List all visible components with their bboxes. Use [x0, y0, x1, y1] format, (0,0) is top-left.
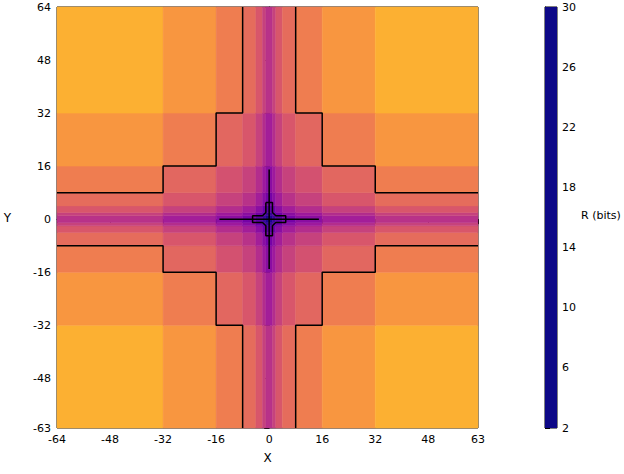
svg-text:-64: -64: [48, 433, 66, 446]
svg-text:0: 0: [44, 213, 51, 226]
svg-text:Y: Y: [3, 211, 12, 225]
svg-text:-32: -32: [33, 319, 51, 332]
svg-text:16: 16: [37, 160, 51, 173]
svg-text:18: 18: [562, 181, 576, 194]
svg-text:-48: -48: [101, 433, 119, 446]
svg-text:-16: -16: [207, 433, 225, 446]
svg-text:32: 32: [368, 433, 382, 446]
svg-text:30: 30: [562, 1, 576, 14]
svg-text:6: 6: [562, 361, 569, 374]
svg-text:48: 48: [421, 433, 435, 446]
svg-text:0: 0: [266, 433, 273, 446]
svg-text:14: 14: [562, 241, 576, 254]
svg-text:22: 22: [562, 121, 576, 134]
svg-text:-32: -32: [154, 433, 172, 446]
svg-text:X: X: [263, 451, 271, 465]
svg-text:-48: -48: [33, 372, 51, 385]
svg-text:16: 16: [315, 433, 329, 446]
svg-text:48: 48: [37, 54, 51, 67]
svg-text:2: 2: [562, 422, 569, 435]
svg-text:-63: -63: [33, 421, 51, 435]
svg-text:10: 10: [562, 301, 576, 314]
svg-text:63: 63: [471, 433, 485, 446]
svg-text:32: 32: [37, 107, 51, 120]
svg-text:64: 64: [37, 1, 51, 14]
svg-text:26: 26: [562, 61, 576, 74]
svg-text:-16: -16: [33, 266, 51, 279]
svg-text:R (bits): R (bits): [581, 209, 621, 222]
